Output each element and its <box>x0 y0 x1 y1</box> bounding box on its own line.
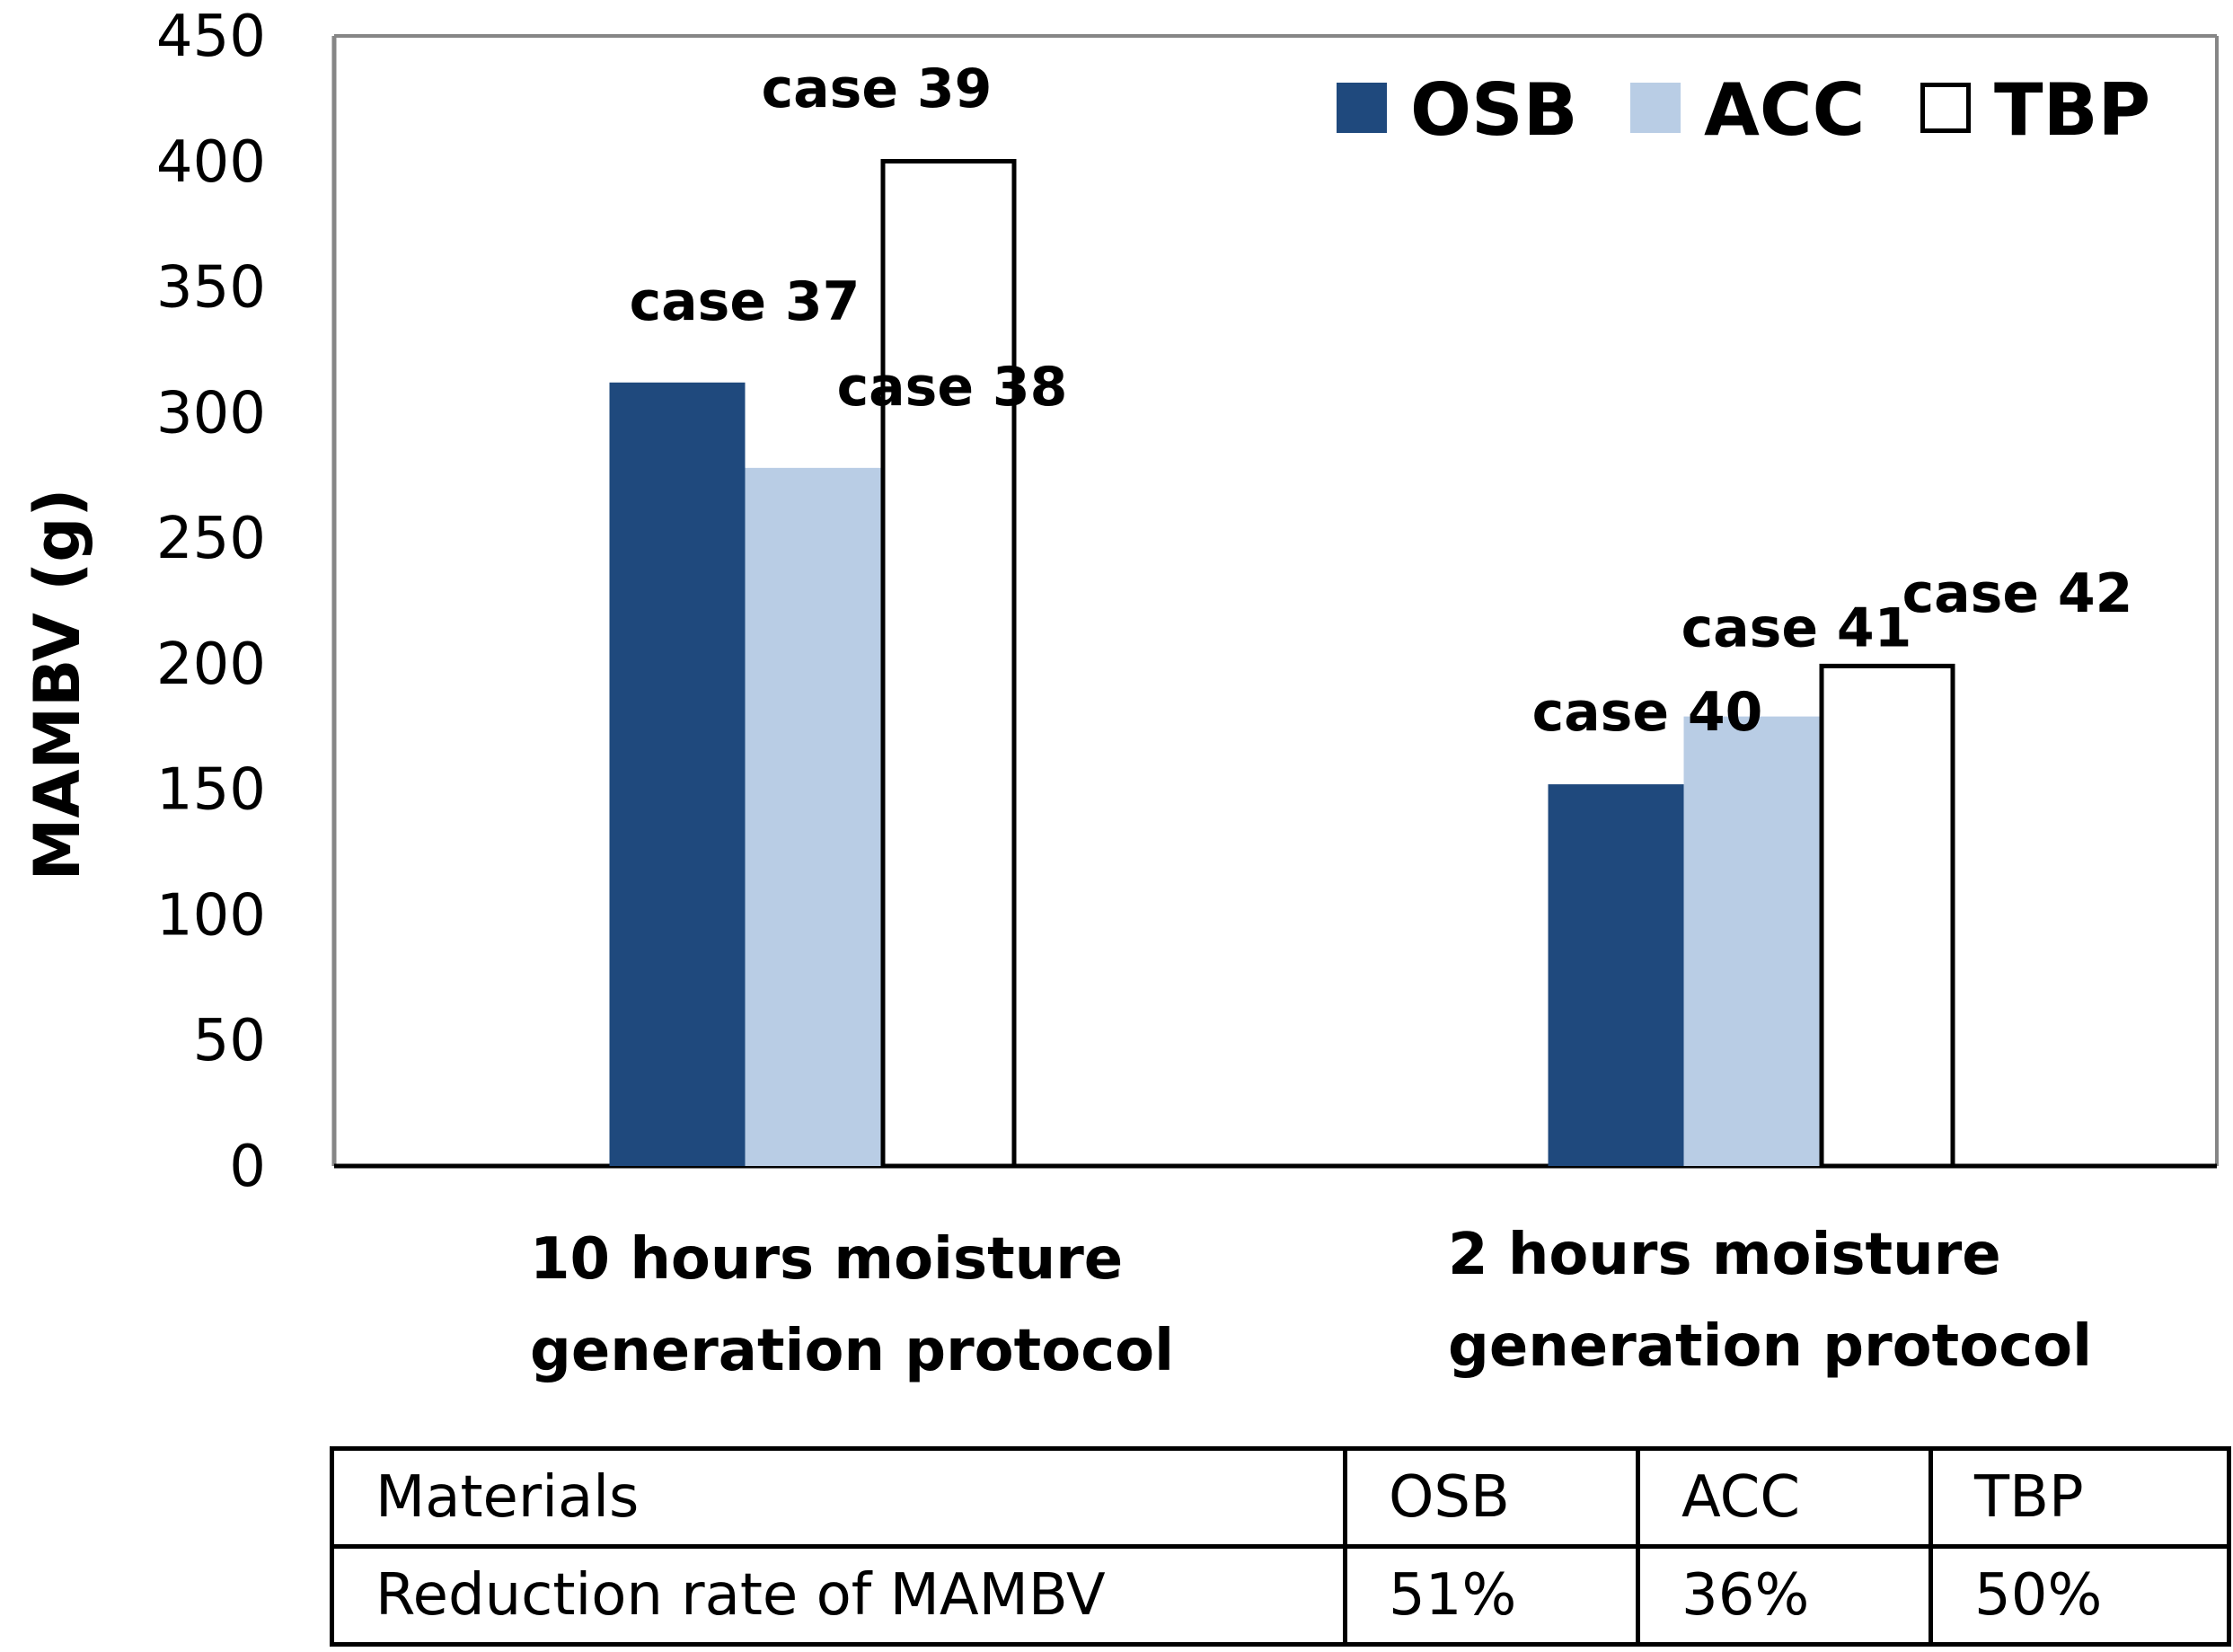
y-tick-label: 200 <box>156 632 266 698</box>
legend-label-osb: OSB <box>1410 68 1578 152</box>
y-tick-label: 50 <box>193 1008 266 1074</box>
y-tick-label: 100 <box>156 882 266 949</box>
bar-acc <box>1683 716 1820 1166</box>
legend-label-acc: ACC <box>1704 68 1865 152</box>
reduction-rate-table: Materials OSB ACC TBP Reduction rate of … <box>330 1446 2231 1647</box>
table-cell: Materials <box>330 1446 1347 1549</box>
legend-swatch-osb <box>1337 83 1387 133</box>
case-labels: case 37 case 40 case 38 case 41 case 39 case … <box>630 57 2133 744</box>
table-cell: 51% <box>1343 1544 1640 1647</box>
y-tick-label: 450 <box>156 4 266 70</box>
table-cell: Reduction rate of MAMBV <box>330 1544 1347 1647</box>
case-label: case 41 <box>1681 597 1912 660</box>
bar-osb <box>609 382 746 1167</box>
legend-swatch-tbp <box>1920 83 1971 133</box>
case-label: case 37 <box>630 270 861 333</box>
category-label-line: 10 hours moisture <box>530 1226 1123 1293</box>
case-label: case 42 <box>1902 562 2133 625</box>
table-cell: OSB <box>1343 1446 1640 1549</box>
table-row: Materials OSB ACC TBP <box>330 1446 2231 1549</box>
y-axis: 0 50 100 150 200 250 300 350 400 450 <box>156 4 266 1200</box>
y-tick-label: 300 <box>156 380 266 446</box>
case-label: case 39 <box>762 57 993 120</box>
case-label: case 38 <box>837 356 1068 419</box>
y-axis-label: MAMBV (g) <box>21 489 94 881</box>
y-tick-label: 150 <box>156 757 266 824</box>
bars <box>609 158 1955 1169</box>
legend-swatch-acc <box>1630 83 1681 133</box>
category-label-line: 2 hours moisture <box>1448 1222 2001 1288</box>
bar-tbp <box>880 158 1017 1169</box>
table-row: Reduction rate of MAMBV 51% 36% 50% <box>330 1544 2231 1647</box>
y-tick-label: 0 <box>229 1134 266 1200</box>
legend: OSB ACC TBP <box>1337 68 2150 152</box>
table-cell: ACC <box>1636 1446 1933 1549</box>
table-cell: 50% <box>1928 1544 2231 1647</box>
bar-osb <box>1548 784 1684 1166</box>
category-label-line: generation protocol <box>530 1318 1174 1384</box>
y-tick-label: 350 <box>156 255 266 322</box>
category-label: 10 hours moisture generation protocol <box>530 1226 1174 1384</box>
category-label-line: generation protocol <box>1448 1313 2092 1380</box>
y-tick-label: 400 <box>156 129 266 196</box>
bar-tbp <box>1819 663 1955 1169</box>
y-tick-label: 250 <box>156 506 266 572</box>
table-cell: TBP <box>1928 1446 2231 1549</box>
case-label: case 40 <box>1532 681 1763 744</box>
bar-acc <box>745 467 881 1166</box>
legend-label-tbp: TBP <box>1994 68 2150 152</box>
table-cell: 36% <box>1636 1544 1933 1647</box>
category-label: 2 hours moisture generation protocol <box>1448 1222 2092 1380</box>
